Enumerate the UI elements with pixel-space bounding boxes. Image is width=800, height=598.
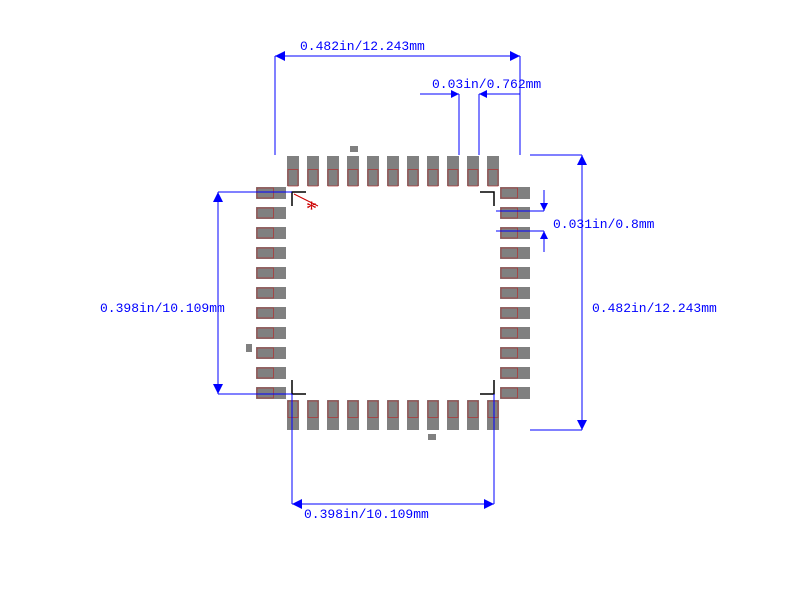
pad: [256, 207, 286, 219]
pad: [500, 287, 530, 299]
pad: [256, 187, 286, 199]
pad: [407, 400, 419, 430]
pad: [256, 227, 286, 239]
fiducial: [350, 146, 358, 152]
pad: [447, 156, 459, 186]
pad: [256, 367, 286, 379]
pad: [500, 387, 530, 399]
pad: [427, 156, 439, 186]
pad: [467, 156, 479, 186]
pad: [427, 400, 439, 430]
pad: [500, 327, 530, 339]
pad: [256, 267, 286, 279]
pad: [327, 156, 339, 186]
pad: [367, 400, 379, 430]
pad: [500, 247, 530, 259]
pad: [500, 367, 530, 379]
fiducial: [428, 434, 436, 440]
pad: [467, 400, 479, 430]
dimension-label: 0.482in/12.243mm: [300, 39, 425, 54]
dimension-label: 0.031in/0.8mm: [553, 217, 655, 232]
pad: [500, 207, 530, 219]
pad: [287, 400, 299, 430]
pad: [387, 400, 399, 430]
pad: [307, 400, 319, 430]
pad: [500, 307, 530, 319]
pad: [256, 307, 286, 319]
pad: [287, 156, 299, 186]
pad: [256, 327, 286, 339]
pad: [347, 156, 359, 186]
pad: [407, 156, 419, 186]
dimension-label: 0.03in/0.762mm: [432, 77, 541, 92]
dimension-label: 0.482in/12.243mm: [592, 301, 717, 316]
pad: [500, 187, 530, 199]
pad: [256, 247, 286, 259]
pad: [327, 400, 339, 430]
pad: [387, 156, 399, 186]
pad: [256, 287, 286, 299]
pad: [347, 400, 359, 430]
dimension-label: 0.398in/10.109mm: [100, 301, 225, 316]
pad: [500, 347, 530, 359]
pin1-mark: *: [306, 196, 317, 221]
dimension-label: 0.398in/10.109mm: [304, 507, 429, 522]
pad: [256, 387, 286, 399]
pad: [487, 156, 499, 186]
pad: [447, 400, 459, 430]
fiducial: [246, 344, 252, 352]
pad: [500, 267, 530, 279]
pad: [367, 156, 379, 186]
pad: [500, 227, 530, 239]
pad: [256, 347, 286, 359]
pad: [307, 156, 319, 186]
pad: [487, 400, 499, 430]
